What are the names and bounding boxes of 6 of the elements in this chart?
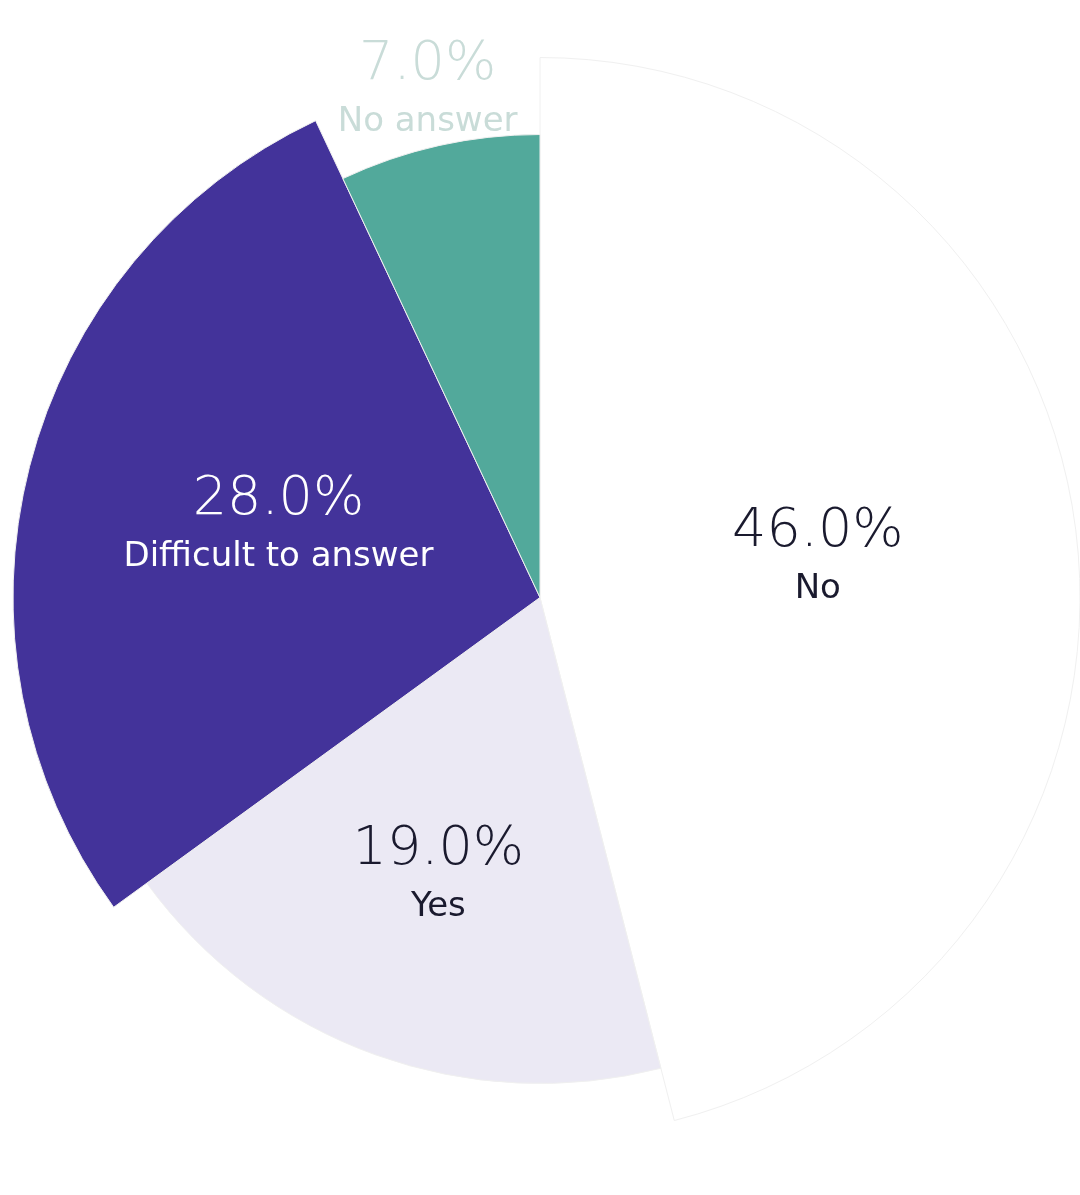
slice-label: Difficult to answer (123, 534, 434, 575)
slice-label: Yes (409, 883, 466, 924)
data-label: 19.0% (352, 813, 525, 877)
slice-label: No (794, 566, 841, 607)
data-label: 28.0% (192, 464, 365, 528)
data-label: 46.0% (732, 496, 904, 560)
